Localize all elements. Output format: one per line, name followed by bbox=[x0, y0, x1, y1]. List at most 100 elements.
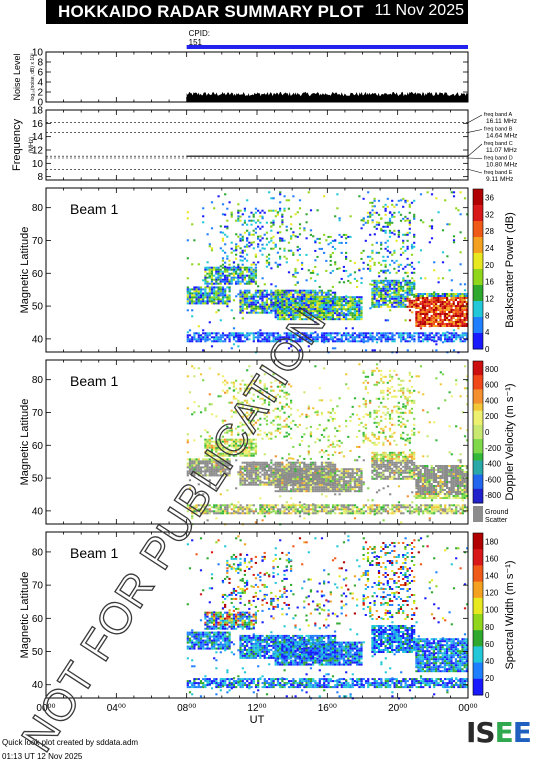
power-cell bbox=[285, 306, 288, 309]
velocity-cell bbox=[298, 472, 301, 475]
power-cell bbox=[395, 291, 398, 294]
power-cell bbox=[397, 283, 400, 286]
velocity-cell bbox=[388, 477, 392, 480]
velocity-cell bbox=[327, 463, 330, 466]
power-cell bbox=[248, 266, 251, 269]
power-cell bbox=[230, 276, 233, 279]
power-cell bbox=[290, 316, 293, 319]
velocity-cell bbox=[417, 477, 420, 479]
power-cell bbox=[441, 293, 444, 295]
power-cell bbox=[391, 303, 394, 306]
velocity-cell bbox=[197, 470, 200, 473]
power-cell bbox=[457, 317, 460, 319]
velocity-cell bbox=[419, 481, 422, 483]
power-cell bbox=[384, 259, 387, 262]
power-cell bbox=[213, 290, 216, 293]
velocity-cell bbox=[254, 475, 257, 478]
velocity-cell bbox=[397, 471, 400, 474]
power-cell bbox=[191, 292, 194, 295]
power-cell bbox=[325, 302, 328, 305]
power-cell bbox=[393, 261, 396, 264]
velocity-cell bbox=[325, 488, 328, 491]
power-cell bbox=[186, 338, 189, 341]
power-cell bbox=[380, 227, 383, 230]
power-cell bbox=[428, 305, 431, 307]
velocity-cell bbox=[206, 468, 209, 471]
power-cell bbox=[356, 285, 359, 288]
velocity-cell bbox=[356, 482, 359, 485]
power-cell bbox=[388, 219, 392, 222]
power-cell bbox=[272, 293, 275, 296]
velocity-cell bbox=[193, 470, 196, 473]
power-cell bbox=[276, 298, 279, 301]
power-cell bbox=[399, 281, 403, 284]
power-cell bbox=[307, 269, 310, 272]
power-cell bbox=[342, 265, 345, 268]
power-cell bbox=[243, 297, 246, 300]
velocity-cell bbox=[327, 486, 330, 489]
power-cell bbox=[417, 334, 420, 337]
power-cell bbox=[283, 304, 286, 307]
power-cell bbox=[340, 310, 343, 313]
velocity-cell bbox=[252, 448, 255, 451]
power-cell bbox=[191, 296, 194, 299]
frequency-band-label: freq band B bbox=[484, 127, 513, 133]
velocity-cell bbox=[305, 472, 308, 475]
power-cell bbox=[221, 294, 225, 297]
power-cell bbox=[197, 263, 200, 266]
power-cell bbox=[298, 233, 302, 236]
power-cell bbox=[419, 313, 422, 315]
power-cell bbox=[424, 338, 427, 341]
velocity-cell bbox=[417, 475, 420, 477]
power-cell bbox=[272, 307, 275, 310]
velocity-cell bbox=[395, 459, 398, 462]
power-cell bbox=[432, 303, 435, 305]
velocity-cell bbox=[265, 473, 268, 476]
power-cell bbox=[226, 274, 229, 277]
velocity-cell bbox=[217, 442, 220, 445]
power-cell bbox=[415, 307, 418, 309]
power-cell bbox=[285, 225, 288, 228]
velocity-cell bbox=[221, 464, 225, 467]
power-cell bbox=[210, 286, 214, 289]
power-cell bbox=[402, 277, 405, 280]
velocity-cell bbox=[338, 474, 341, 477]
power-cell bbox=[340, 304, 343, 307]
power-cell bbox=[252, 301, 255, 304]
velocity-cell bbox=[382, 469, 385, 472]
velocity-cell bbox=[388, 469, 392, 472]
power-cell bbox=[186, 309, 189, 312]
power-cell bbox=[301, 308, 304, 311]
power-cell bbox=[366, 267, 370, 270]
velocity-cell bbox=[318, 470, 321, 473]
power-cell bbox=[435, 343, 438, 346]
power-cell bbox=[239, 270, 242, 273]
velocity-cell bbox=[336, 482, 339, 485]
velocity-cell bbox=[292, 488, 295, 491]
velocity-cell bbox=[373, 465, 376, 468]
power-cell bbox=[228, 263, 231, 266]
velocity-cell bbox=[404, 455, 407, 458]
power-cell bbox=[375, 223, 378, 226]
velocity-cell bbox=[377, 463, 381, 466]
power-cell bbox=[362, 336, 365, 339]
velocity-cell bbox=[331, 482, 334, 485]
power-cell bbox=[226, 334, 229, 337]
velocity-cell bbox=[373, 451, 376, 454]
power-cell bbox=[430, 325, 433, 327]
power-cell bbox=[380, 297, 383, 300]
power-cell bbox=[254, 274, 257, 277]
velocity-cell bbox=[248, 473, 251, 476]
power-cell bbox=[274, 215, 277, 218]
power-cell bbox=[206, 276, 209, 279]
power-cell bbox=[276, 231, 279, 234]
power-cell bbox=[446, 331, 449, 334]
power-cell bbox=[325, 314, 328, 317]
power-cell bbox=[331, 336, 335, 339]
velocity-cell bbox=[226, 472, 229, 475]
velocity-cell bbox=[380, 471, 383, 474]
power-cell bbox=[419, 317, 422, 319]
power-cell bbox=[195, 332, 198, 335]
power-cell bbox=[305, 304, 308, 307]
power-cell bbox=[243, 336, 247, 339]
